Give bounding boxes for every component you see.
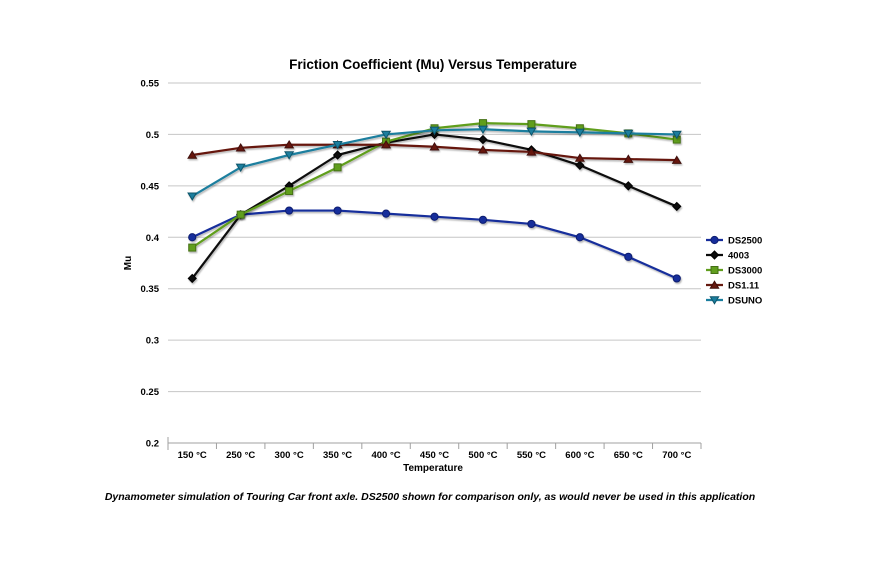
DS1.11-marker	[671, 155, 682, 164]
DS2500-marker	[575, 233, 584, 242]
legend-label-DS2500: DS2500	[728, 236, 762, 247]
DS2500-marker	[430, 212, 439, 221]
legend-item-DS1.11: DS1.11	[706, 280, 760, 292]
4003-marker	[672, 201, 682, 212]
x-tick-label: 350 °C	[323, 450, 352, 461]
4003-marker	[623, 181, 634, 191]
y-tick-label: 0.5	[146, 130, 160, 141]
x-tick-labels: 150 °C 250 °C 300 °C 350 °C 400 °C 450 °C 500 …	[178, 450, 692, 461]
legend-item-DS2500: DS2500	[706, 236, 762, 247]
DS3000-marker	[527, 120, 536, 129]
x-tick-label: 550 °C	[517, 450, 546, 461]
DS1.11-marker	[623, 154, 634, 163]
y-tick-label: 0.45	[141, 181, 160, 192]
y-axis-label: Mu	[123, 256, 134, 270]
DSUNO-marker	[235, 163, 246, 173]
y-tick-label: 0.3	[146, 336, 159, 347]
DS1.11-marker	[477, 145, 489, 154]
DS1.11-marker	[380, 139, 392, 149]
DSUNO-marker	[284, 151, 295, 160]
x-tick-label: 500 °C	[468, 450, 497, 461]
DSUNO-marker	[671, 130, 682, 140]
DS3000-line	[191, 122, 678, 249]
y-tick-label: 0.2	[146, 439, 159, 450]
4003-marker	[332, 150, 343, 160]
4003-marker	[478, 134, 488, 145]
DS2500-marker	[333, 206, 342, 215]
4003-legend-marker	[709, 250, 720, 260]
DSUNO-marker	[526, 127, 537, 137]
DSUNO-marker	[332, 141, 343, 150]
DSUNO-legend-marker	[709, 296, 720, 305]
series-DS2500	[188, 206, 681, 283]
DS2500-legend-marker	[710, 235, 719, 245]
DS2500-marker	[672, 274, 681, 283]
DSUNO-marker	[429, 126, 440, 136]
DS3000-marker	[188, 243, 197, 252]
x-tick-label: 650 °C	[614, 450, 643, 461]
y-tick-label: 0.4	[146, 233, 160, 244]
y-tick-label: 0.25	[141, 387, 160, 398]
DS1.11-legend-marker	[709, 280, 720, 289]
legend-item-4003: 4003	[706, 250, 749, 262]
x-axis-label: Temperature	[403, 463, 463, 474]
series-DS1.11	[187, 139, 682, 164]
chart-title: Friction Coefficient (Mu) Versus Tempera…	[289, 57, 577, 72]
DS3000-legend-marker	[710, 266, 719, 274]
DS3000-marker	[236, 210, 245, 219]
legend: DS2500 4003 DS3000 DS1.11 DSUNO	[706, 236, 762, 307]
legend-label-DS1.11: DS1.11	[728, 281, 760, 292]
x-tick-label: 250 °C	[226, 450, 255, 461]
x-tick-label: 400 °C	[371, 450, 400, 461]
DS2500-marker	[188, 233, 197, 242]
DS3000-marker	[285, 187, 294, 195]
legend-item-DS3000: DS3000	[706, 266, 762, 277]
y-tick-labels: 0.55 0.5 0.45 0.4 0.35 0.3 0.25 0.2	[141, 79, 160, 450]
legend-label-DSUNO: DSUNO	[728, 296, 762, 307]
y-tick-label: 0.55	[141, 79, 160, 90]
4003-marker	[187, 273, 197, 284]
series-DS3000	[188, 119, 681, 252]
DS2500-marker	[381, 209, 391, 218]
4003-marker	[575, 160, 585, 170]
DS2500-marker	[285, 206, 294, 215]
legend-item-DSUNO: DSUNO	[706, 296, 762, 307]
DS2500-marker	[527, 219, 536, 229]
x-tick-label: 150 °C	[178, 450, 207, 461]
series-DSUNO	[187, 125, 682, 201]
DS3000-marker	[333, 163, 342, 172]
legend-label-4003: 4003	[728, 251, 749, 262]
DS3000-marker	[478, 119, 487, 128]
series-group	[187, 119, 682, 284]
legend-label-DS3000: DS3000	[728, 266, 762, 277]
x-tick-label: 450 °C	[420, 450, 449, 461]
gridlines	[168, 82, 701, 444]
axes	[167, 437, 702, 450]
DS1.11-marker	[429, 141, 440, 151]
DS1.11-marker	[284, 139, 295, 149]
DS2500-marker	[624, 252, 633, 261]
4003-line	[191, 133, 678, 280]
x-tick-label: 600 °C	[565, 450, 594, 461]
series-4003	[187, 129, 682, 284]
DS1.11-marker	[235, 143, 246, 152]
DS1.11-marker	[187, 150, 198, 159]
y-tick-label: 0.35	[141, 284, 160, 295]
DS1.11-marker	[526, 147, 537, 156]
DSUNO-marker	[380, 130, 392, 140]
DSUNO-marker	[477, 125, 489, 135]
x-tick-label: 700 °C	[662, 450, 691, 461]
x-tick-label: 300 °C	[275, 450, 304, 461]
DS2500-marker	[478, 215, 488, 224]
chart-caption: Dynamometer simulation of Touring Car fr…	[105, 491, 755, 503]
DSUNO-marker	[623, 129, 634, 139]
DS1.11-marker	[574, 153, 585, 162]
DSUNO-marker	[574, 128, 585, 138]
DSUNO-marker	[187, 192, 198, 201]
